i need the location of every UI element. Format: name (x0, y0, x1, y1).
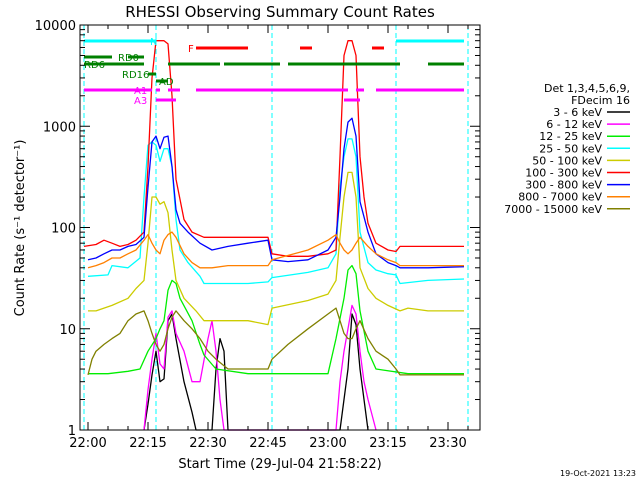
series-line-7 (87, 117, 465, 269)
axes: 1 10 100 1000 10000 22:00 22:15 22:30 22:45 23:00… (35, 19, 480, 451)
y-tick-label: 1000 (43, 120, 76, 135)
legend-label-7: 300 - 800 keV (525, 179, 602, 192)
x-tick-label: 22:00 (69, 436, 106, 451)
flag-label-n: N (150, 37, 157, 48)
legend-header-1: Det 1,3,4,5,6,9, (544, 82, 630, 95)
flag-label-rd6: RD6 (84, 60, 105, 71)
series-line-3 (88, 264, 464, 375)
x-tick-label: 22:45 (249, 436, 286, 451)
flag-label-f: F (188, 44, 194, 55)
series-line-4 (87, 138, 465, 285)
series-line-9 (87, 307, 464, 376)
y-axis-label: Count Rate (s⁻¹ detector⁻¹) (13, 140, 28, 317)
flag-label-ad: AD (159, 77, 174, 88)
series-line-5 (88, 171, 464, 326)
legend-label-9: 7000 - 15000 keV (504, 203, 602, 216)
legend-label-3: 12 - 25 keV (539, 130, 602, 143)
y-tick-label: 10000 (35, 19, 76, 34)
series-line-2 (143, 304, 377, 431)
flag-label-rd16: RD16 (122, 70, 149, 81)
x-tick-label: 22:15 (129, 436, 166, 451)
x-tick-label: 23:00 (309, 436, 346, 451)
y-tick-label: 1 (68, 424, 76, 439)
legend-label-4: 25 - 50 keV (539, 142, 602, 155)
x-tick-label: 23:15 (369, 436, 406, 451)
series-line-1 (143, 313, 369, 431)
x-tick-label: 23:30 (429, 436, 466, 451)
series-line-8 (87, 231, 464, 269)
legend-label-5: 50 - 100 keV (532, 154, 602, 167)
legend-label-6: 100 - 300 keV (525, 167, 602, 180)
legend-header-2: FDecim 16 (571, 94, 630, 107)
flag-label-a1: A1 (134, 86, 147, 97)
legend-label-1: 3 - 6 keV (553, 106, 602, 119)
x-tick-label: 22:30 (189, 436, 226, 451)
legend-label-2: 6 - 12 keV (546, 118, 602, 131)
x-axis-label: Start Time (29-Jul-04 21:58:22) (178, 457, 381, 472)
timestamp: 19-Oct-2021 13:23 (560, 469, 636, 478)
series-line-6 (83, 40, 464, 257)
y-tick-label: 100 (51, 222, 76, 237)
flag-label-a3: A3 (134, 96, 147, 107)
flag-label-rd0: RD0 (118, 53, 139, 64)
legend-label-8: 800 - 7000 keV (518, 191, 602, 204)
chart-title: RHESSI Observing Summary Count Rates (125, 3, 435, 21)
gap-bands (83, 25, 469, 430)
y-tick-label: 10 (59, 323, 76, 338)
